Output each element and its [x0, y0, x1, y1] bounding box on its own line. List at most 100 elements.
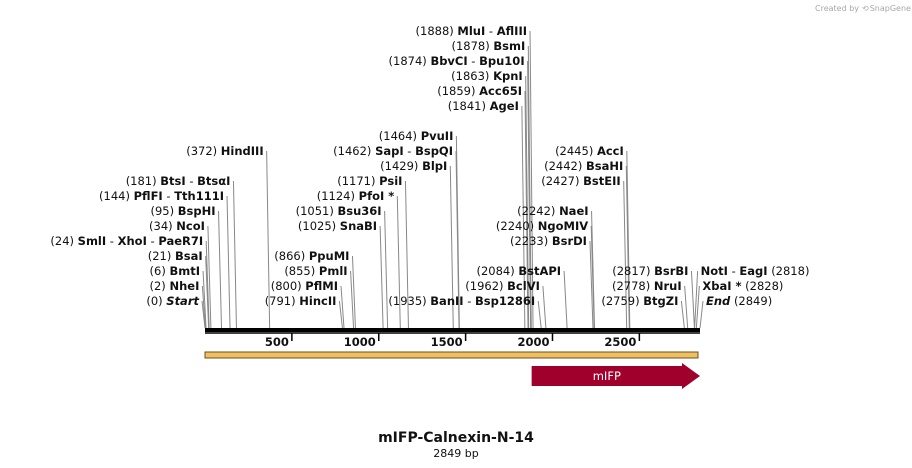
site-leader: [384, 210, 389, 329]
enzyme-name: NcoI: [176, 219, 205, 233]
enzyme-name: BtgZI: [643, 294, 678, 308]
site-label-banii[interactable]: (1935) BanII - Bsp1286I: [388, 294, 535, 308]
site-position: (24): [50, 234, 74, 248]
site-label-naei[interactable]: (2242) NaeI: [517, 204, 588, 218]
feature-mifp[interactable]: mIFP: [531, 363, 700, 389]
site-label-sapi[interactable]: (1462) SapI - BspQI: [333, 144, 453, 158]
site-position: (2817): [612, 264, 650, 278]
site-label-ncoi[interactable]: (34) NcoI: [149, 219, 205, 233]
site-label-end[interactable]: End (2849): [706, 294, 772, 308]
site-label-acc65i[interactable]: (1859) Acc65I: [437, 84, 522, 98]
enzyme-name: Start: [166, 294, 199, 308]
site-label-bmti[interactable]: (6) BmtI: [150, 264, 200, 278]
enzyme-name: BstAPI: [518, 264, 561, 278]
site-label-start[interactable]: (0) Start: [146, 294, 199, 308]
site-label-pmli[interactable]: (855) PmlI: [284, 264, 347, 278]
site-label-bclvi[interactable]: (1962) BclVI: [465, 279, 540, 293]
site-position: (2427): [541, 174, 579, 188]
name-separator: -: [468, 54, 479, 68]
site-label-pflmi[interactable]: (800) PflMI: [271, 279, 338, 293]
site-label-snabi[interactable]: (1025) SnaBI: [298, 219, 377, 233]
site-leader: [449, 165, 454, 329]
enzyme-name: PsiI: [379, 174, 402, 188]
site-position: (2442): [544, 159, 582, 173]
site-leader: [201, 300, 206, 329]
site-label-smli[interactable]: (24) SmlI - XhoI - PaeR7I: [50, 234, 203, 248]
axis-tick-label: 2000: [517, 335, 549, 349]
site-position: (1841): [448, 99, 486, 113]
site-label-btgzi[interactable]: (2759) BtgZI: [601, 294, 678, 308]
site-label-noti[interactable]: NotI - EagI (2818): [701, 264, 810, 278]
enzyme-name: MluI: [457, 24, 485, 38]
site-label-ngomiv[interactable]: (2240) NgoMIV: [496, 219, 588, 233]
site-label-bsahi[interactable]: (2442) BsaHI: [544, 159, 623, 173]
site-position: (372): [186, 144, 217, 158]
site-leader: [529, 30, 534, 329]
site-leader: [527, 60, 532, 329]
site-leader: [694, 270, 699, 329]
enzyme-name: HincII: [299, 294, 336, 308]
site-position: (2849): [734, 294, 772, 308]
site-label-bsteii[interactable]: (2427) BstEII: [541, 174, 620, 188]
site-label-pvuii[interactable]: (1464) PvuII: [379, 129, 454, 143]
site-label-bsai[interactable]: (21) BsaI: [148, 249, 203, 263]
site-leader: [537, 300, 542, 329]
axis-tick-label: 2500: [604, 335, 636, 349]
site-label-bsu36i[interactable]: (1051) Bsu36I: [296, 204, 382, 218]
site-label-psii[interactable]: (1171) PsiI: [337, 174, 402, 188]
enzyme-name: BsmI: [493, 39, 525, 53]
axis-tick-label: 1000: [344, 335, 376, 349]
site-leader: [202, 270, 207, 329]
axis-tick-label: 1500: [431, 335, 463, 349]
site-label-bsrdi[interactable]: (2233) BsrDI: [510, 234, 587, 248]
site-leader: [589, 240, 594, 329]
site-leader: [521, 105, 526, 329]
enzyme-name: PaeR7I: [158, 234, 203, 248]
site-position: (2778): [612, 279, 650, 293]
enzyme-name: BlpI: [422, 159, 447, 173]
site-label-mlui[interactable]: (1888) MluI - AflIII: [416, 24, 528, 38]
feature-label: mIFP: [593, 369, 621, 383]
site-label-pfoi[interactable]: (1124) PfoI *: [317, 189, 395, 203]
orf-bar: [204, 351, 699, 359]
site-position: (1888): [416, 24, 454, 38]
site-label-hincii[interactable]: (791) HincII: [265, 294, 337, 308]
site-label-bsmi[interactable]: (1878) BsmI: [452, 39, 526, 53]
enzyme-name: PflMI: [305, 279, 338, 293]
enzyme-name: BsrBI: [654, 264, 688, 278]
scale-ticks: 500 1000 1500 2000 2500: [265, 333, 641, 349]
site-label-bsphi[interactable]: (95) BspHI: [150, 204, 215, 218]
enzyme-name: Bsu36I: [338, 204, 382, 218]
site-label-bbvci[interactable]: (1874) BbvCI - Bpu10I: [389, 54, 525, 68]
name-separator: -: [186, 174, 197, 188]
enzyme-name: PmlI: [319, 264, 348, 278]
enzyme-name: XhoI: [118, 234, 147, 248]
site-leader: [379, 225, 384, 329]
site-label-pflfi[interactable]: (144) PflFI - Tth111I: [99, 189, 224, 203]
site-label-bstapi[interactable]: (2084) BstAPI: [476, 264, 561, 278]
feature-arrow[interactable]: [531, 363, 700, 389]
enzyme-name: SnaBI: [340, 219, 377, 233]
site-position: (2233): [510, 234, 548, 248]
site-position: (95): [150, 204, 174, 218]
enzyme-name: AgeI: [490, 99, 519, 113]
name-separator: -: [728, 264, 739, 278]
site-leader: [232, 180, 237, 329]
site-label-blpi[interactable]: (1429) BlpI: [380, 159, 447, 173]
site-label-bsrbi[interactable]: (2817) BsrBI: [612, 264, 688, 278]
site-label-nhei[interactable]: (2) NheI: [150, 279, 200, 293]
site-label-xbai[interactable]: XbaI * (2828): [702, 279, 783, 293]
site-label-agei[interactable]: (1841) AgeI: [448, 99, 519, 113]
site-label-btsi[interactable]: (181) BtsI - BtsαI: [126, 174, 231, 188]
site-leader: [690, 270, 695, 329]
site-label-hindiii[interactable]: (372) HindIII: [186, 144, 263, 158]
site-label-ppumi[interactable]: (866) PpuMI: [274, 249, 349, 263]
site-label-acci[interactable]: (2445) AccI: [555, 144, 624, 158]
site-position: (1859): [437, 84, 475, 98]
map-title: mIFP-Calnexin-N-14: [378, 430, 534, 446]
site-position: (1462): [333, 144, 371, 158]
site-label-nrui[interactable]: (2778) NruI: [612, 279, 682, 293]
site-label-kpni[interactable]: (1863) KpnI: [451, 69, 523, 83]
enzyme-name: BclVI: [507, 279, 540, 293]
site-leader: [563, 270, 568, 329]
